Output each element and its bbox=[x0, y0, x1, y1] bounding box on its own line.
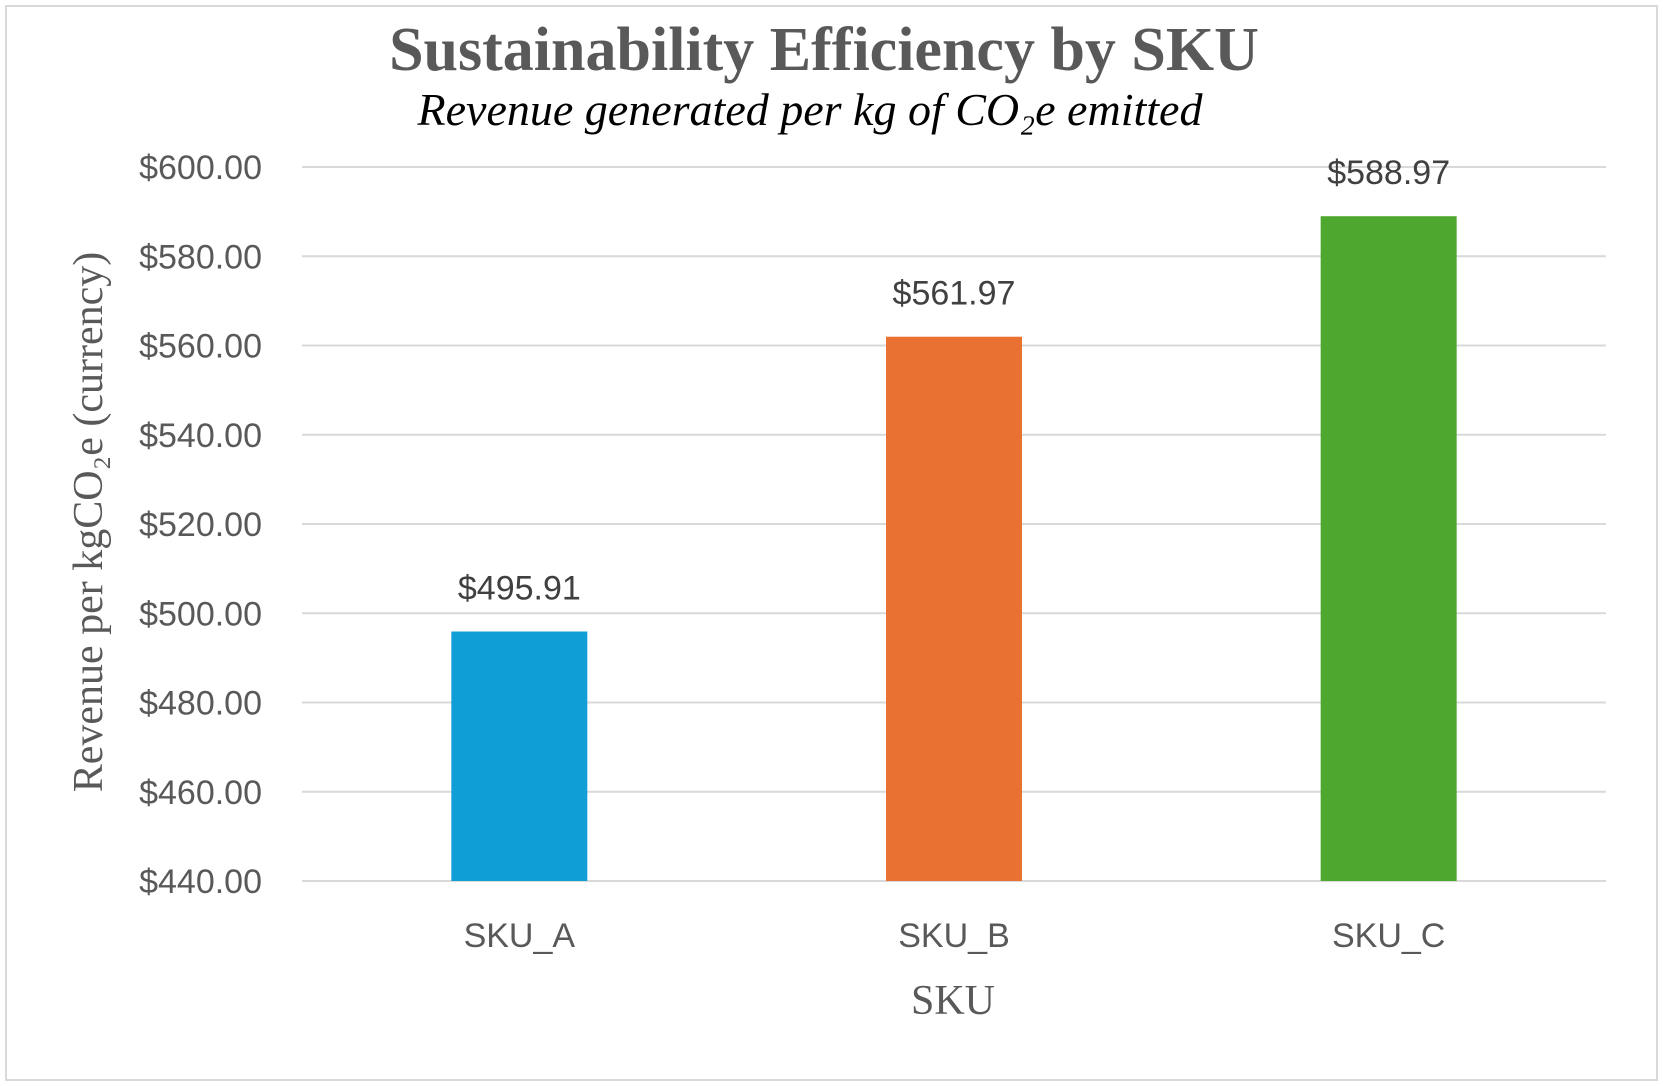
x-axis-title: SKU bbox=[911, 978, 995, 1024]
bars bbox=[451, 216, 1457, 881]
y-axis-ticks: $440.00 $460.00 $480.00 $500.00 $520.00 $540.… bbox=[139, 149, 262, 901]
y-axis-title: Revenue per kgCO₂e (currency) bbox=[66, 252, 112, 793]
bar-sku-b bbox=[886, 336, 1022, 881]
y-tick-label: $480.00 bbox=[139, 685, 262, 723]
y-tick-label: $600.00 bbox=[139, 149, 262, 187]
x-tick-label: SKU_C bbox=[1332, 917, 1445, 955]
data-label: $561.97 bbox=[893, 275, 1016, 313]
y-tick-label: $540.00 bbox=[139, 417, 262, 455]
x-tick-label: SKU_B bbox=[898, 917, 1010, 955]
y-tick-label: $440.00 bbox=[139, 863, 262, 901]
data-labels: $495.91 $561.97 $588.97 bbox=[458, 154, 1450, 607]
bar-sku-c bbox=[1320, 216, 1457, 881]
y-tick-label: $580.00 bbox=[139, 238, 262, 276]
x-tick-label: SKU_A bbox=[464, 917, 576, 955]
x-axis-ticks: SKU_A SKU_B SKU_C bbox=[464, 917, 1446, 955]
y-tick-label: $560.00 bbox=[139, 328, 262, 366]
data-label: $495.91 bbox=[458, 570, 581, 608]
bar-sku-a bbox=[451, 631, 588, 881]
y-tick-label: $460.00 bbox=[139, 774, 262, 812]
chart-title: Sustainability Efficiency by SKU bbox=[389, 16, 1259, 84]
chart-subtitle: Revenue generated per kg of CO₂e emitted bbox=[417, 84, 1204, 135]
data-label: $588.97 bbox=[1327, 154, 1450, 192]
y-tick-label: $520.00 bbox=[139, 506, 262, 544]
y-tick-label: $500.00 bbox=[139, 595, 262, 633]
